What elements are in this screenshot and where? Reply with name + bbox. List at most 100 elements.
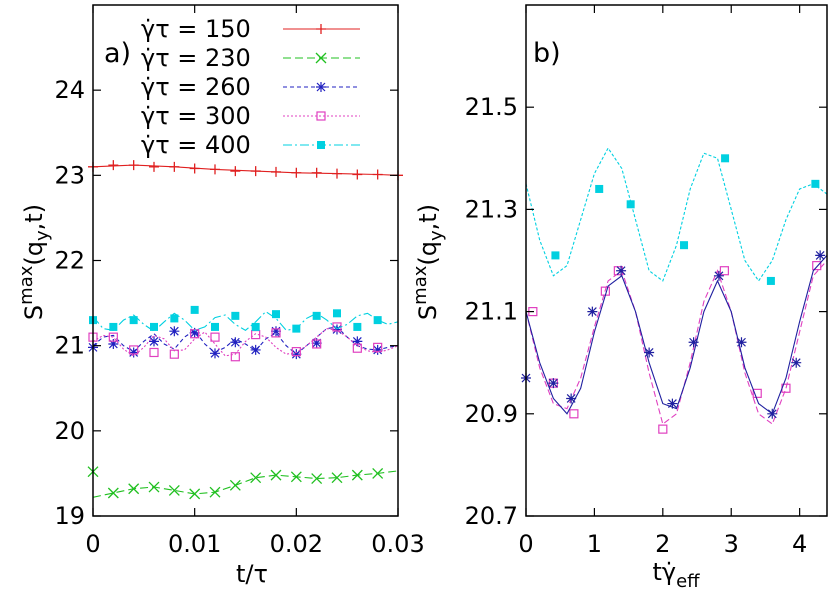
legend-marker bbox=[316, 24, 326, 34]
panel-b-series-0-point bbox=[680, 241, 689, 250]
panel-a-series-0-point bbox=[372, 169, 383, 180]
panel-b-series-2-point bbox=[667, 398, 678, 409]
panel-a-series-3-line bbox=[92, 328, 399, 357]
panel-b-series-1-point bbox=[752, 388, 762, 398]
panel-a-series-2-point bbox=[169, 326, 180, 337]
panel-a-series-0-point bbox=[291, 167, 302, 178]
panel-b-ylabel-main: S bbox=[414, 305, 442, 320]
panel-a-series-2-point bbox=[128, 347, 139, 358]
panel-b-ytick-label: 21.5 bbox=[465, 93, 518, 121]
legend-label: γ̇τ = 260 bbox=[141, 73, 251, 101]
panel-a-series-1-line bbox=[92, 470, 399, 498]
panel-b-series-1-point bbox=[812, 261, 822, 271]
panel-b-series-0-point bbox=[551, 251, 560, 260]
panel-a-series-4-point bbox=[272, 310, 280, 319]
panel-b-series-1-point bbox=[569, 409, 579, 419]
panel-b-series-2-point bbox=[616, 265, 627, 276]
panel-b-ytick-label: 20.7 bbox=[465, 502, 518, 530]
panel-a-series-0-point bbox=[189, 163, 200, 174]
panel-b-series-2-point bbox=[548, 378, 559, 389]
panel-b-series bbox=[521, 147, 828, 434]
panel-a-series-0-point bbox=[210, 164, 220, 175]
panel-a-series-3-point bbox=[373, 342, 383, 352]
panel-a-series-0-point bbox=[311, 167, 322, 178]
panel-a-ytick-label: 24 bbox=[54, 76, 85, 104]
panel-a-series-1-point bbox=[189, 488, 201, 500]
panel-b-xtick-label: 3 bbox=[724, 530, 739, 558]
panel-a-series-3-point bbox=[149, 347, 159, 358]
panel-a-ylabel-sup: max bbox=[16, 265, 37, 305]
panel-b-ylabel: Smax(qy,t) bbox=[410, 204, 447, 320]
panel-a-series bbox=[87, 160, 403, 500]
legend-label: γ̇τ = 300 bbox=[141, 102, 251, 130]
panel-a-ytick-label: 21 bbox=[54, 332, 85, 360]
panel-b-series-2-point bbox=[587, 306, 598, 317]
panel-a-series-2-line bbox=[92, 326, 399, 355]
panel-b-series-0-point bbox=[595, 184, 604, 193]
panel-a-xtick-label: 0.02 bbox=[270, 530, 323, 558]
panel-a-series-4-point bbox=[109, 322, 118, 331]
panel-a-xtick-label: 0.01 bbox=[168, 530, 221, 558]
panel-a-series-0-point bbox=[149, 161, 159, 172]
panel-a-series-4-point bbox=[353, 322, 362, 331]
panel-a-series-4-point bbox=[251, 322, 260, 331]
panel-a-series-0-point bbox=[250, 166, 261, 177]
panel-a-series-4 bbox=[89, 305, 399, 333]
legend-label: γ̇τ = 150 bbox=[141, 15, 251, 43]
legend-label: γ̇τ = 230 bbox=[141, 44, 251, 72]
panel-a-series-4-point bbox=[129, 316, 138, 325]
panel-a-xtick-label: 0.03 bbox=[371, 530, 424, 558]
panel-b-xtick-label: 4 bbox=[792, 530, 807, 558]
panel-a-series-1-point bbox=[107, 487, 119, 499]
panel-a-series-4-point bbox=[170, 314, 179, 323]
panel-b-series-2-line bbox=[525, 255, 828, 415]
legend-entry: γ̇τ = 260 bbox=[141, 73, 360, 101]
panel-b-xlabel-main: tγ̇ bbox=[652, 558, 676, 586]
panel-a-series-2-point bbox=[149, 336, 159, 347]
panel-b-series-2-point bbox=[767, 408, 778, 419]
panel-a-series-4-point bbox=[292, 324, 301, 333]
legend-marker bbox=[315, 52, 327, 64]
panel-a-xtick-label: 0 bbox=[85, 530, 100, 558]
legend-marker bbox=[316, 82, 326, 92]
panel-a-series-0-point bbox=[230, 166, 241, 177]
panel-a-series-1-point bbox=[209, 486, 221, 498]
panel-a-xlabel: t/τ bbox=[236, 560, 268, 588]
panel-a-series-4-point bbox=[190, 305, 199, 314]
panel-b-xtick-label: 0 bbox=[518, 530, 533, 558]
panel-a-series-2-point bbox=[108, 338, 119, 349]
panel-a-label: a) bbox=[104, 38, 131, 69]
panel-b-ytick-label: 20.9 bbox=[465, 400, 518, 428]
panel-a-series-3-point bbox=[230, 352, 240, 362]
panel-a-series-1-point bbox=[168, 484, 180, 496]
panel-b-series-0-point bbox=[626, 200, 635, 209]
panel-a-series-3-point bbox=[169, 349, 179, 359]
panel-b-ytick-label: 21.1 bbox=[465, 298, 518, 326]
panel-b-series-1-point bbox=[658, 424, 668, 434]
panel-b-series-2 bbox=[521, 250, 828, 419]
panel-a-series-3-point bbox=[312, 339, 322, 349]
panel-b-xlabel: tγ̇eff bbox=[652, 558, 700, 589]
panel-a-series-2-point bbox=[210, 348, 220, 359]
panel-b-series-2-point bbox=[644, 347, 655, 358]
panel-a-series-2-point bbox=[291, 349, 302, 360]
panel-a-series-4-line bbox=[92, 310, 399, 332]
panel-a-series-0-line bbox=[92, 164, 399, 176]
panel-a-series-2-point bbox=[189, 327, 200, 338]
panel-b-ylabel-sup: max bbox=[410, 265, 431, 305]
panel-b-ytick-label: 21.3 bbox=[465, 195, 518, 223]
panel-a-series-1-point bbox=[128, 483, 140, 495]
panel-a-series-3-point bbox=[291, 347, 301, 357]
panel-a-series-0-point bbox=[108, 160, 119, 171]
panel-b-series-2-point bbox=[815, 250, 826, 261]
panel-b-series-0 bbox=[525, 147, 828, 285]
panel-a-series-1-point bbox=[270, 469, 282, 481]
panel-a-series-2-point bbox=[250, 344, 261, 355]
panel-b-series-2-point bbox=[566, 393, 577, 404]
panel-a-series-0-point bbox=[128, 160, 139, 171]
legend-marker bbox=[316, 111, 326, 121]
panel-b-series-1-point bbox=[719, 266, 729, 276]
panel-a-series-2-point bbox=[372, 344, 383, 355]
panel-a-series-1-point bbox=[331, 472, 343, 484]
